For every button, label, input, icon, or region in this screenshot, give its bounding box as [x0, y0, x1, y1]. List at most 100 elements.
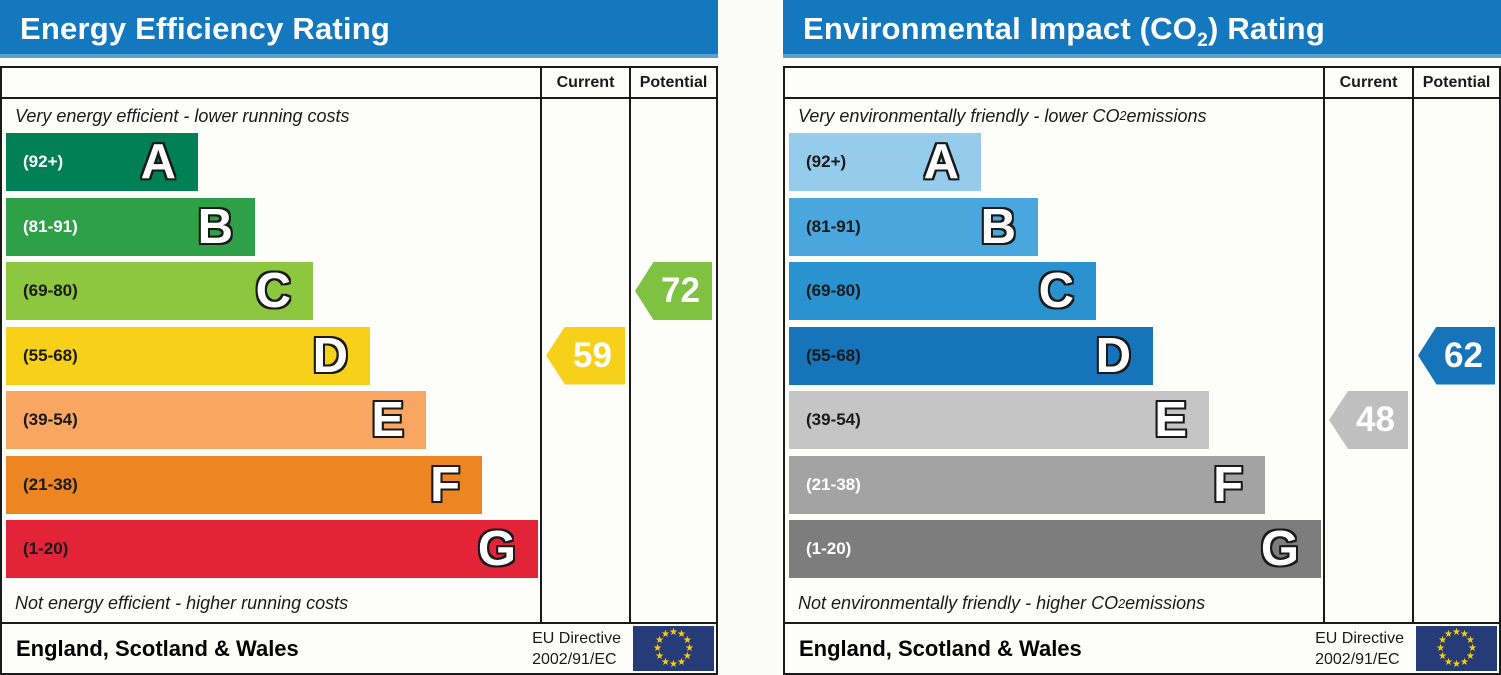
band-letter: D [1095, 328, 1131, 383]
environmental-impact-title: Environmental Impact (CO2) Rating [783, 0, 1501, 58]
eu-directive-line2: 2002/91/EC [532, 650, 617, 668]
potential-rating-column: 72 [629, 99, 716, 622]
caption-text: Very environmentally friendly - lower CO [798, 105, 1120, 126]
caption-text-post: emissions [1126, 105, 1207, 126]
band-row-b: (81-91) B [2, 197, 540, 263]
eu-flag: ★ ★ ★ ★ ★ ★ ★ ★ ★ ★ ★ ★ [1416, 626, 1497, 671]
potential-rating-value: 62 [1444, 335, 1483, 375]
band-range-label: (55-68) [806, 345, 861, 365]
top-caption: Very environmentally friendly - lower CO… [798, 105, 1207, 126]
eu-flag-star-icon: ★ [661, 628, 670, 640]
title-text-post: ) Rating [1207, 11, 1325, 46]
band-row-f: (21-38) F [2, 455, 540, 521]
potential-rating-marker: 62 [1418, 326, 1495, 385]
band-bar-c: (69-80) C [6, 262, 313, 320]
current-rating-value: 59 [573, 335, 612, 375]
eu-directive-line1: EU Directive [532, 629, 621, 647]
eu-flag: ★ ★ ★ ★ ★ ★ ★ ★ ★ ★ ★ ★ [633, 626, 714, 671]
band-letter: B [980, 199, 1016, 254]
band-bar-b: (81-91) B [6, 197, 255, 256]
band-range-label: (69-80) [806, 281, 861, 300]
potential-column-header: Potential [1412, 68, 1499, 99]
eu-flag-star-icon: ★ [669, 658, 678, 670]
eu-flag-star-icon: ★ [682, 650, 692, 662]
band-letter: G [477, 522, 516, 576]
bands-list: (92+) A (81-91) B (69-80) C (55-68) D (39-54) E (2… [2, 133, 540, 585]
band-row-g: (1-20) G [785, 520, 1323, 585]
band-range-label: (92+) [806, 152, 847, 171]
eu-flag-star-icon: ★ [677, 656, 686, 668]
bottom-caption: Not environmentally friendly - higher CO… [798, 593, 1206, 613]
current-column-header: Current [540, 68, 629, 99]
band-bar-f: (21-38) F [789, 455, 1265, 514]
band-range-label: (21-38) [23, 474, 78, 494]
band-bar-g: (1-20) G [789, 520, 1321, 578]
band-bar-a: (92+) A [6, 133, 198, 191]
eu-flag-star-icon: ★ [653, 642, 662, 654]
environmental-impact-table: Current Potential Very environmentally f… [783, 66, 1501, 675]
band-letter: C [1038, 264, 1074, 318]
band-range-label: (39-54) [806, 410, 861, 429]
band-bar-d: (55-68) D [6, 326, 370, 385]
top-caption: Very energy efficient - lower running co… [2, 99, 540, 133]
eu-flag-star-icon: ★ [1465, 650, 1475, 662]
caption-text: Not environmentally friendly - higher CO [798, 593, 1119, 613]
band-range-label: (55-68) [23, 345, 78, 365]
region-label: England, Scotland & Wales [799, 635, 1082, 661]
eu-flag-star-icon: ★ [1460, 656, 1469, 668]
header-blank-cell [2, 68, 540, 99]
energy-efficiency-table: Current Potential Very energy efficient … [0, 66, 718, 675]
caption-text: Very energy efficient - lower running co… [15, 105, 350, 126]
band-row-e: (39-54) E [785, 391, 1323, 456]
energy-efficiency-title: Energy Efficiency Rating [0, 0, 718, 58]
caption-text: Not energy efficient - higher running co… [15, 593, 349, 613]
current-rating-column: 59 [540, 99, 629, 622]
band-bar-g: (1-20) G [6, 520, 538, 578]
eu-flag-star-icon: ★ [1468, 642, 1477, 654]
band-letter: E [1154, 393, 1187, 447]
eu-flag-star-icon: ★ [1452, 658, 1461, 670]
band-letter: E [371, 393, 404, 447]
band-row-b: (81-91) B [785, 197, 1323, 263]
band-range-label: (92+) [23, 152, 64, 171]
eu-flag-star-icon: ★ [661, 656, 670, 668]
eu-flag-star-icon: ★ [1438, 650, 1448, 662]
panel-footer: England, Scotland & Wales EU Directive 2… [785, 622, 1499, 673]
environmental-impact-panel: Environmental Impact (CO2) Rating Curren… [783, 0, 1501, 675]
current-rating-marker: 59 [546, 326, 625, 385]
band-range-label: (81-91) [23, 216, 78, 236]
header-blank-cell [785, 68, 1323, 99]
eu-flag-star-icon: ★ [655, 650, 665, 662]
band-row-a: (92+) A [785, 133, 1323, 198]
band-letter: F [1213, 457, 1243, 512]
band-row-e: (39-54) E [2, 391, 540, 456]
band-row-d: (55-68) D [785, 326, 1323, 392]
band-bar-f: (21-38) F [6, 455, 482, 514]
bottom-caption: Not energy efficient - higher running co… [2, 587, 540, 621]
band-range-label: (1-20) [23, 539, 69, 558]
eu-flag-star-icon: ★ [1452, 626, 1461, 638]
band-letter: B [197, 199, 233, 254]
title-text: Environmental Impact (CO [803, 11, 1198, 46]
band-bar-b: (81-91) B [789, 197, 1038, 256]
band-letter: A [140, 135, 176, 189]
potential-column-header: Potential [629, 68, 716, 99]
band-range-label: (39-54) [23, 410, 78, 429]
eu-directive-line2: 2002/91/EC [1315, 650, 1400, 668]
band-letter: D [312, 328, 348, 383]
band-letter: C [255, 264, 291, 318]
band-bar-c: (69-80) C [789, 262, 1096, 320]
rating-bands-area: Very energy efficient - lower running co… [2, 99, 540, 622]
rating-bands-area: Very environmentally friendly - lower CO… [785, 99, 1323, 622]
band-row-g: (1-20) G [2, 520, 540, 585]
caption-text-post: emissions [1125, 593, 1206, 613]
band-letter: A [923, 135, 959, 189]
eu-flag-star-icon: ★ [655, 634, 665, 646]
current-rating-value: 48 [1356, 400, 1395, 439]
eu-flag-star-icon: ★ [1438, 634, 1448, 646]
band-range-label: (1-20) [806, 539, 852, 558]
eu-directive-text: EU Directive 2002/91/EC [532, 628, 621, 670]
band-row-c: (69-80) C [2, 262, 540, 327]
region-label: England, Scotland & Wales [16, 635, 299, 661]
